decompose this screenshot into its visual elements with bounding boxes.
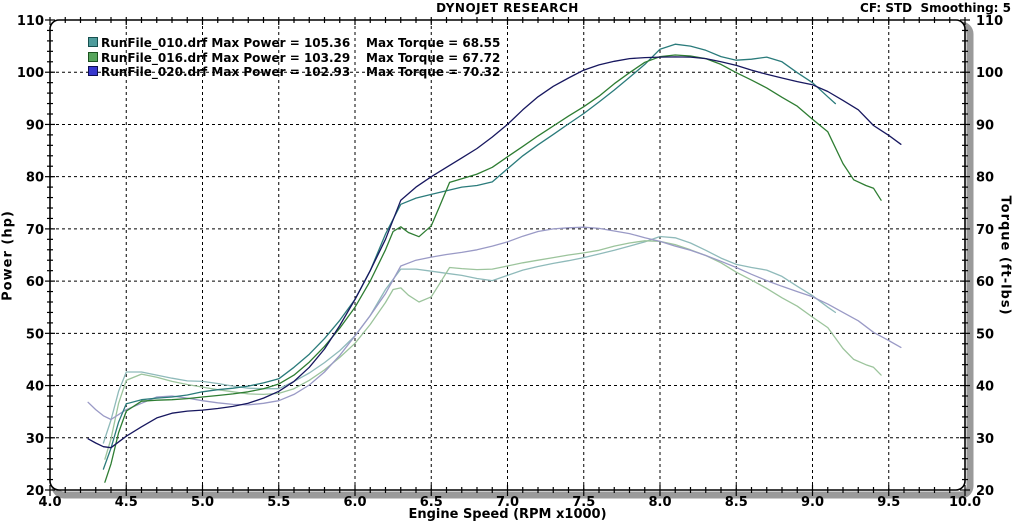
svg-text:100: 100 <box>17 66 44 81</box>
svg-text:60: 60 <box>976 275 994 290</box>
legend-power-text: RunFile_020.drf Max Power = 102.93 <box>101 65 351 80</box>
legend-swatch-run020 <box>88 66 98 77</box>
engine-speed-axis-label: Engine Speed (RPM x1000) <box>408 507 607 522</box>
svg-text:40: 40 <box>26 380 44 395</box>
svg-text:7.5: 7.5 <box>572 495 595 510</box>
svg-text:5.0: 5.0 <box>191 495 214 510</box>
svg-text:5.5: 5.5 <box>267 495 290 510</box>
svg-text:4.5: 4.5 <box>115 495 138 510</box>
svg-text:70: 70 <box>976 223 994 238</box>
legend-torque-text: Max Torque = 67.72 <box>366 50 501 65</box>
svg-text:90: 90 <box>976 118 994 133</box>
svg-text:90: 90 <box>26 118 44 133</box>
svg-text:20: 20 <box>976 484 994 499</box>
torque-axis-label: Torque (ft-lbs) <box>997 195 1013 316</box>
svg-text:4.0: 4.0 <box>38 495 61 510</box>
svg-text:40: 40 <box>976 380 994 395</box>
svg-text:100: 100 <box>976 66 1003 81</box>
svg-text:110: 110 <box>17 14 44 29</box>
legend-power-text: RunFile_016.drf Max Power = 103.29 <box>101 50 351 65</box>
svg-text:9.5: 9.5 <box>877 495 900 510</box>
svg-text:80: 80 <box>26 171 44 186</box>
legend-torque-text: Max Torque = 70.32 <box>366 65 501 80</box>
svg-text:20: 20 <box>26 484 44 499</box>
svg-text:10.0: 10.0 <box>949 495 981 510</box>
legend-swatch-run010 <box>88 37 98 47</box>
svg-text:6.0: 6.0 <box>343 495 366 510</box>
svg-text:50: 50 <box>976 327 994 342</box>
legend-power-text: RunFile_010.drf Max Power = 105.36 <box>101 36 351 50</box>
svg-text:8.5: 8.5 <box>725 495 748 510</box>
svg-text:60: 60 <box>26 275 44 290</box>
svg-text:30: 30 <box>26 432 44 447</box>
power-axis-label: Power (hp) <box>0 210 16 301</box>
svg-text:30: 30 <box>976 432 994 447</box>
cf-smoothing-label: CF: STD Smoothing: 5 <box>860 1 1011 15</box>
svg-text:7.0: 7.0 <box>496 495 519 510</box>
svg-text:110: 110 <box>976 14 1003 29</box>
chart-title: DYNOJET RESEARCH <box>436 1 579 15</box>
legend-torque-text: Max Torque = 68.55 <box>366 36 501 50</box>
svg-text:9.0: 9.0 <box>801 495 824 510</box>
svg-text:70: 70 <box>26 223 44 238</box>
svg-text:50: 50 <box>26 327 44 342</box>
svg-text:6.5: 6.5 <box>420 495 443 510</box>
svg-text:8.0: 8.0 <box>648 495 671 510</box>
legend-swatch-run016 <box>88 51 98 62</box>
svg-text:80: 80 <box>976 171 994 186</box>
